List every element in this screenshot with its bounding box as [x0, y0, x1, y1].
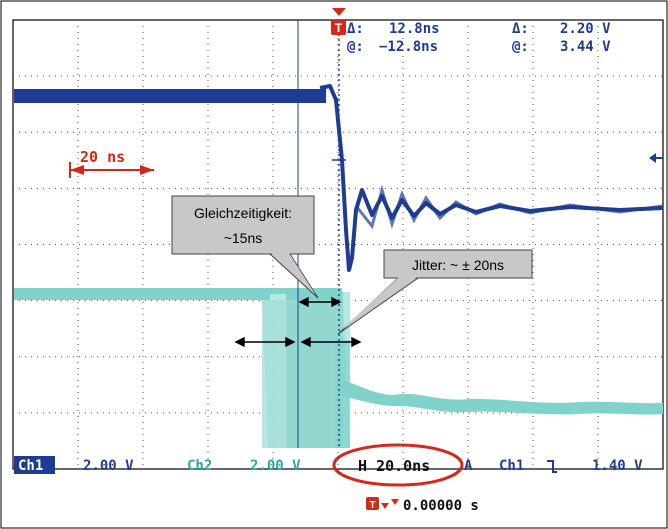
svg-text:T: T	[335, 21, 343, 35]
trigger-position: 0.00000 s	[403, 498, 479, 514]
ch1-trace	[13, 84, 664, 272]
ch2-trace	[14, 288, 663, 448]
trigger-t-icon: T	[331, 8, 346, 35]
cursor-time-delta: 12.8ns	[389, 21, 440, 37]
ch2-scale: 2.00 V	[250, 458, 301, 474]
cursor-readout: Δ: @: 12.8ns −12.8ns Δ: @: 2.20 V 3.44 V	[347, 21, 611, 55]
callout-simultaneity-line1: Gleichzeitigkeit:	[194, 205, 292, 221]
callout-jitter-text: Jitter: ~ ± 20ns	[412, 257, 504, 273]
cursor-time-at: −12.8ns	[379, 39, 438, 55]
measurement-arrows	[234, 296, 362, 348]
level-arrow-icon	[649, 153, 663, 163]
trigger-position-row: T 0.00000 s	[366, 497, 479, 514]
cursor-at-symbol: @:	[347, 39, 364, 55]
ch1-scale: 2.00 V	[83, 458, 134, 474]
scale-marker: 20 ns	[69, 148, 154, 178]
timebase[interactable]: H 20.0ns	[358, 457, 430, 475]
cursor-delta-symbol: Δ:	[347, 21, 364, 37]
ch1-badge[interactable]: Ch1	[18, 458, 43, 474]
callout-jitter: Jitter: ~ ± 20ns	[337, 249, 533, 335]
ch2-label[interactable]: Ch2	[187, 458, 212, 474]
trigger-slope-icon	[547, 460, 557, 473]
callout-simultaneity-line2: ~15ns	[224, 230, 263, 246]
trigger-source[interactable]: Ch1	[499, 458, 524, 474]
svg-text:T: T	[369, 500, 375, 511]
trigger-level[interactable]: 1.40 V	[592, 458, 643, 474]
cursor-volt-at: 3.44 V	[560, 39, 611, 55]
trigger-arrow-icon	[366, 497, 379, 510]
callout-simultaneity: Gleichzeitigkeit: ~15ns	[171, 195, 319, 299]
cursor-volt-at-symbol: @:	[512, 39, 529, 55]
cursor-volt-delta-symbol: Δ:	[512, 21, 529, 37]
trigger-mode: A	[464, 458, 473, 474]
scale-marker-label: 20 ns	[80, 148, 125, 166]
ch1-badge-bg[interactable]	[14, 456, 55, 474]
status-bar: Ch1 2.00 V Ch2 2.00 V H 20.0ns A Ch1 1.4…	[14, 456, 643, 475]
cursor-volt-delta: 2.20 V	[560, 21, 611, 37]
timebase-highlight	[332, 443, 464, 487]
